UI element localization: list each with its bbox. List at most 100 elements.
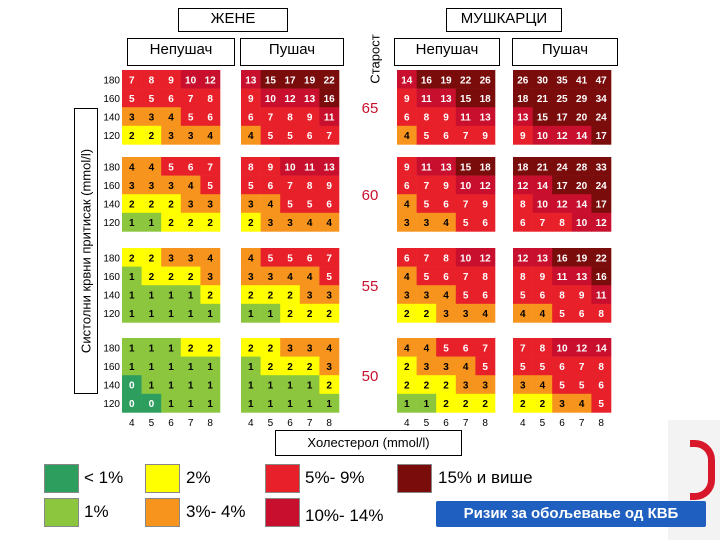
- heatmap-cell: [436, 338, 457, 357]
- heatmap-cell: [397, 157, 417, 176]
- heatmap-cell-label: 26: [480, 75, 492, 86]
- heatmap-cell: [455, 107, 476, 127]
- x-tick-label: 7: [188, 418, 194, 429]
- heatmap-cell-label: 3: [149, 181, 155, 192]
- heatmap-cell: [280, 194, 301, 214]
- heatmap-cell: [436, 70, 457, 89]
- heatmap-cell: [260, 125, 281, 145]
- heatmap-cell-label: 1: [149, 218, 155, 229]
- heatmap-cell: [513, 266, 533, 286]
- heatmap-cell-label: 9: [540, 272, 546, 283]
- heatmap-cell: [436, 107, 457, 127]
- heatmap-cell: [532, 88, 553, 108]
- heatmap-cell: [260, 338, 281, 357]
- heatmap-cell-label: 1: [424, 399, 430, 410]
- heatmap-cell-label: 2: [463, 399, 469, 410]
- heatmap-cell-label: 9: [482, 200, 488, 211]
- heatmap-cell-label: 3: [424, 291, 430, 302]
- heatmap-cell: [571, 70, 592, 89]
- heatmap-cell-label: 1: [207, 309, 213, 320]
- women-nonsmoker-header: Непушач: [127, 38, 235, 66]
- heatmap-cell: [161, 303, 182, 323]
- heatmap-cell: [180, 375, 201, 395]
- heatmap-cell-label: 24: [596, 181, 608, 192]
- heatmap-cell: [475, 356, 496, 376]
- heatmap-cell: [455, 194, 476, 214]
- heatmap-cell: [319, 393, 340, 413]
- heatmap-cell: [571, 338, 592, 357]
- heatmap-cell: [513, 248, 533, 267]
- heatmap-cell-label: 3: [149, 113, 155, 124]
- heatmap-cell-label: 8: [598, 309, 604, 320]
- heatmap-cell-label: 12: [556, 200, 568, 211]
- heatmap-cell: [319, 70, 340, 89]
- heatmap-cell: [416, 107, 437, 127]
- heatmap-cell-label: 1: [207, 381, 213, 392]
- heatmap-cell: [475, 125, 496, 145]
- heatmap-cell-label: 1: [268, 309, 274, 320]
- heatmap-cell-label: 1: [168, 309, 174, 320]
- heatmap-cell: [280, 88, 301, 108]
- heatmap-cell-label: 9: [268, 162, 274, 173]
- heatmap-cell: [552, 88, 573, 108]
- heatmap-cell-label: 5: [207, 181, 213, 192]
- heatmap-cell-label: 17: [596, 131, 608, 142]
- x-tick-label: 7: [463, 418, 469, 429]
- heatmap-cell-label: 15: [265, 75, 277, 86]
- heatmap-cell: [416, 375, 437, 395]
- heatmap-cell-label: 3: [326, 362, 332, 373]
- heatmap-cell: [513, 375, 533, 395]
- heatmap-cell: [591, 285, 612, 305]
- heatmap-cell: [591, 303, 612, 323]
- heatmap-cell: [397, 175, 417, 195]
- heatmap-cell: [161, 125, 182, 145]
- heatmap-cell: [397, 285, 417, 305]
- heatmap-cell: [475, 157, 496, 176]
- heatmap-cell-label: 6: [443, 200, 449, 211]
- heatmap-cell-label: 5: [559, 309, 565, 320]
- heatmap-cell: [475, 70, 496, 89]
- heatmap-cell: [552, 212, 573, 232]
- heatmap-cell: [299, 175, 320, 195]
- age-label: 60: [362, 187, 379, 204]
- y-tick-label: 120: [103, 218, 120, 229]
- heatmap-cell: [200, 88, 221, 108]
- heatmap-cell-label: 2: [287, 291, 293, 302]
- heatmap-cell-label: 2: [149, 272, 155, 283]
- heatmap-cell-label: 1: [129, 362, 135, 373]
- heatmap-cell-label: 2: [307, 362, 313, 373]
- legend-swatch-lt1: [44, 464, 79, 493]
- heatmap-cell-label: 15: [537, 113, 549, 124]
- heatmap-cell: [299, 88, 320, 108]
- heatmap-cell: [280, 393, 301, 413]
- heatmap-cell: [200, 393, 221, 413]
- heatmap-cell-label: 16: [324, 94, 336, 105]
- heatmap-cell-label: 4: [540, 381, 546, 392]
- heatmap-cell: [455, 248, 476, 267]
- men-smoker-label: Пушач: [541, 41, 589, 58]
- heatmap-cell-label: 7: [520, 343, 526, 354]
- heatmap-cell-label: 3: [443, 362, 449, 373]
- heatmap-cell-label: 2: [168, 272, 174, 283]
- heatmap-cell: [280, 157, 301, 176]
- heatmap-cell-label: 34: [596, 94, 608, 105]
- heatmap-cell: [552, 194, 573, 214]
- y-tick-label: 120: [103, 399, 120, 410]
- heatmap-cell: [319, 266, 340, 286]
- heatmap-cell-label: 12: [596, 218, 608, 229]
- heatmap-cell: [280, 266, 301, 286]
- heatmap-cell-label: 2: [207, 218, 213, 229]
- heatmap-cell-label: 3: [268, 272, 274, 283]
- heatmap-cell-label: 11: [557, 272, 568, 283]
- heatmap-cell: [416, 157, 437, 176]
- heatmap-cell: [532, 393, 553, 413]
- y-axis-label: Систолни крвни притисак (mmol/l): [74, 108, 98, 394]
- heatmap-cell-label: 9: [443, 181, 449, 192]
- heatmap-cell: [241, 248, 261, 267]
- heatmap-cell-label: 2: [149, 253, 155, 264]
- heatmap-cell: [299, 338, 320, 357]
- heatmap-cell-label: 2: [307, 309, 313, 320]
- heatmap-cell: [455, 266, 476, 286]
- heatmap-cell-label: 7: [326, 131, 332, 142]
- heatmap-cell-label: 2: [520, 399, 526, 410]
